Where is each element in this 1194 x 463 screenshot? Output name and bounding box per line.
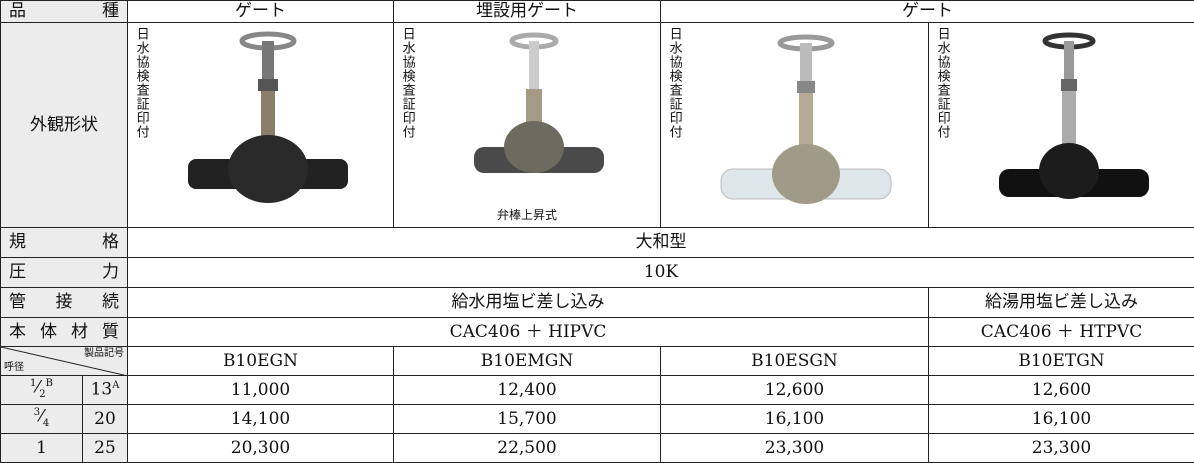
price: 11,000 — [128, 376, 394, 405]
size-label: 呼径 — [4, 363, 24, 373]
diagonal-cell: 呼径 製品記号 — [1, 347, 128, 376]
price: 15,700 — [394, 405, 661, 434]
material-row: 本体材質 CAC406 ＋ HIPVC CAC406 ＋ HTPVC — [1, 318, 1194, 347]
code-label: 製品記号 — [84, 349, 124, 359]
valve-image — [969, 29, 1169, 219]
inch-cell: 1⁄2B — [1, 376, 83, 405]
value-cell: 大和型 — [128, 228, 1194, 258]
label: 品種 — [1, 3, 127, 20]
stamp: 日水協検査証印付 — [667, 27, 681, 139]
label: 規格 — [1, 234, 127, 251]
image-cell: 日水協検査証印付 — [128, 23, 394, 228]
label: 本体材質 — [1, 324, 127, 341]
code-cell: B10ETGN — [929, 347, 1194, 376]
price: 23,300 — [929, 434, 1194, 463]
appearance-row: 外観形状 日水協検査証印付 日水協検査証印付 弁棒上昇式 日水協検査証印付 日水… — [1, 23, 1194, 228]
caption: 弁棒上昇式 — [394, 209, 660, 221]
label-cell: 管接続 — [1, 288, 128, 318]
code-row: 呼径 製品記号 B10EGN B10EMGN B10ESGN B10ETGN — [1, 347, 1194, 376]
mm: 13 — [91, 380, 113, 400]
kind-cell: ゲート — [661, 1, 1194, 23]
mm-cell: 25 — [83, 434, 128, 463]
value-cell: 給湯用塩ビ差し込み — [929, 288, 1194, 318]
price: 16,100 — [929, 405, 1194, 434]
value-cell: 給水用塩ビ差し込み — [128, 288, 929, 318]
image-cell: 日水協検査証印付 弁棒上昇式 — [394, 23, 661, 228]
price: 12,600 — [929, 376, 1194, 405]
fraction-den: 4 — [43, 419, 49, 430]
image-cell: 日水協検査証印付 — [661, 23, 929, 228]
valve-image — [434, 29, 634, 199]
label: 外観形状 — [30, 115, 98, 135]
price: 12,400 — [394, 376, 661, 405]
code-cell: B10ESGN — [661, 347, 929, 376]
valve-image — [701, 29, 901, 219]
spec-row: 規格 大和型 — [1, 228, 1194, 258]
price-row: 1⁄2B 13A 11,000 12,400 12,600 12,600 — [1, 376, 1194, 405]
label: 圧力 — [1, 264, 127, 281]
fraction-den: 2 — [39, 390, 45, 401]
pressure-row: 圧力 10K — [1, 258, 1194, 288]
label-cell: 規格 — [1, 228, 128, 258]
unit: A — [112, 380, 119, 391]
valve-image — [168, 29, 368, 219]
price-row: 3⁄4 20 14,100 15,700 16,100 16,100 — [1, 405, 1194, 434]
price: 12,600 — [661, 376, 929, 405]
price-row: 1 25 20,300 22,500 23,300 23,300 — [1, 434, 1194, 463]
value-cell: CAC406 ＋ HIPVC — [128, 318, 929, 347]
price: 14,100 — [128, 405, 394, 434]
label-cell: 圧力 — [1, 258, 128, 288]
mm-cell: 13A — [83, 376, 128, 405]
code-cell: B10EGN — [128, 347, 394, 376]
price: 22,500 — [394, 434, 661, 463]
value-cell: CAC406 ＋ HTPVC — [929, 318, 1194, 347]
price: 20,300 — [128, 434, 394, 463]
kind-cell: 埋設用ゲート — [394, 1, 661, 23]
inch-cell: 3⁄4 — [1, 405, 83, 434]
code-cell: B10EMGN — [394, 347, 661, 376]
kind-row: 品種 ゲート 埋設用ゲート ゲート — [1, 1, 1194, 23]
label: 管接続 — [1, 294, 127, 311]
label-cell: 本体材質 — [1, 318, 128, 347]
stamp: 日水協検査証印付 — [134, 27, 148, 139]
kind-cell: ゲート — [128, 1, 394, 23]
inch-cell: 1 — [1, 434, 83, 463]
unit: B — [46, 378, 53, 389]
price: 23,300 — [661, 434, 929, 463]
image-cell: 日水協検査証印付 — [929, 23, 1194, 228]
connection-row: 管接続 給水用塩ビ差し込み 給湯用塩ビ差し込み — [1, 288, 1194, 318]
stamp: 日水協検査証印付 — [400, 27, 414, 139]
value-cell: 10K — [128, 258, 1194, 288]
stamp: 日水協検査証印付 — [935, 27, 949, 139]
label-cell: 品種 — [1, 1, 128, 23]
mm-cell: 20 — [83, 405, 128, 434]
label-cell: 外観形状 — [1, 23, 128, 228]
price: 16,100 — [661, 405, 929, 434]
